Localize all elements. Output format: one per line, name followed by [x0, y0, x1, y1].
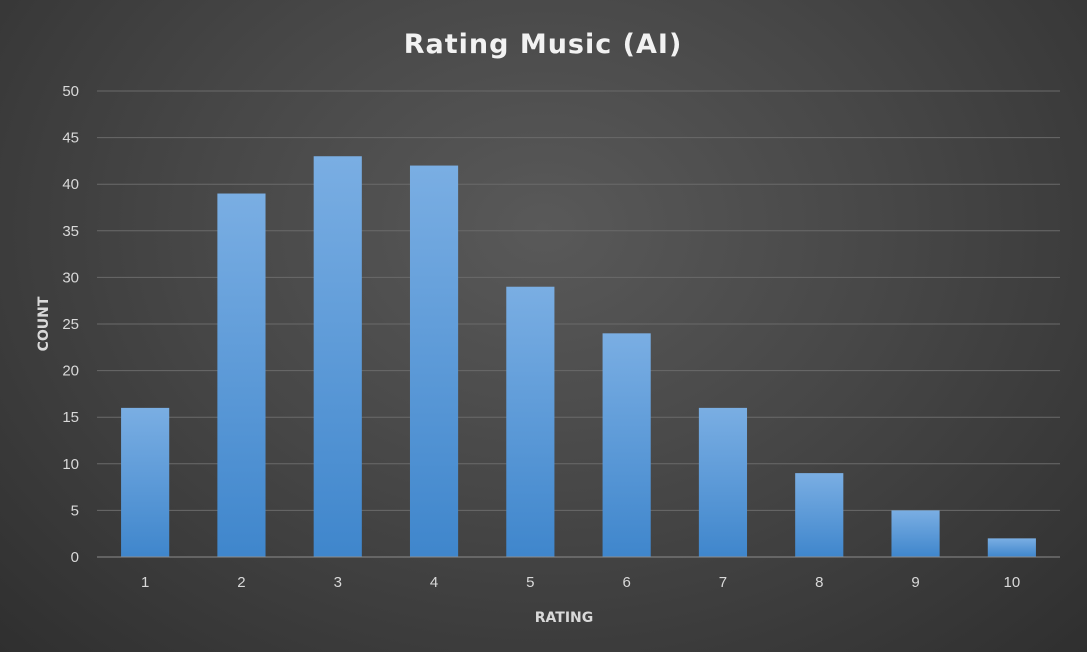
y-tick-label: 15 [62, 409, 79, 426]
y-tick-label: 0 [71, 549, 79, 566]
y-axis-ticks: 0 5 10 15 20 25 30 35 40 45 50 [62, 83, 79, 566]
bar-rating-2 [217, 193, 266, 557]
x-axis-label: RATING [535, 610, 594, 626]
chart-title: Rating Music (AI) [404, 29, 683, 60]
x-axis-ticks: 1 2 3 4 5 6 7 8 9 10 [141, 574, 1020, 591]
bar-rating-7 [698, 407, 748, 557]
y-tick-label: 35 [62, 223, 79, 240]
x-tick-label: 1 [141, 574, 149, 591]
x-tick-label: 8 [815, 574, 823, 591]
y-tick-label: 20 [62, 363, 79, 380]
y-axis-label: COUNT [36, 296, 52, 351]
x-tick-label: 7 [719, 574, 727, 591]
x-tick-label: 6 [622, 574, 630, 591]
bar-rating-3 [313, 156, 362, 558]
bar-rating-5 [506, 286, 555, 557]
bar-rating-6 [602, 333, 651, 557]
y-tick-label: 10 [62, 456, 79, 473]
x-tick-label: 5 [526, 574, 534, 591]
y-tick-label: 40 [62, 176, 79, 193]
x-tick-label: 4 [430, 574, 438, 591]
bar-rating-9 [891, 510, 940, 557]
y-tick-label: 25 [62, 316, 79, 333]
bar-rating-10 [987, 538, 1036, 557]
bar-rating-1 [121, 407, 170, 557]
y-tick-label: 30 [62, 269, 79, 286]
bars [121, 156, 1036, 558]
x-tick-label: 10 [1004, 574, 1021, 591]
y-tick-label: 5 [71, 502, 79, 519]
bar-rating-4 [409, 165, 459, 557]
y-tick-label: 50 [62, 83, 79, 100]
x-tick-label: 9 [911, 574, 919, 591]
x-tick-label: 2 [237, 574, 245, 591]
bar-rating-8 [795, 473, 844, 557]
x-tick-label: 3 [334, 574, 342, 591]
y-tick-label: 45 [62, 130, 79, 147]
